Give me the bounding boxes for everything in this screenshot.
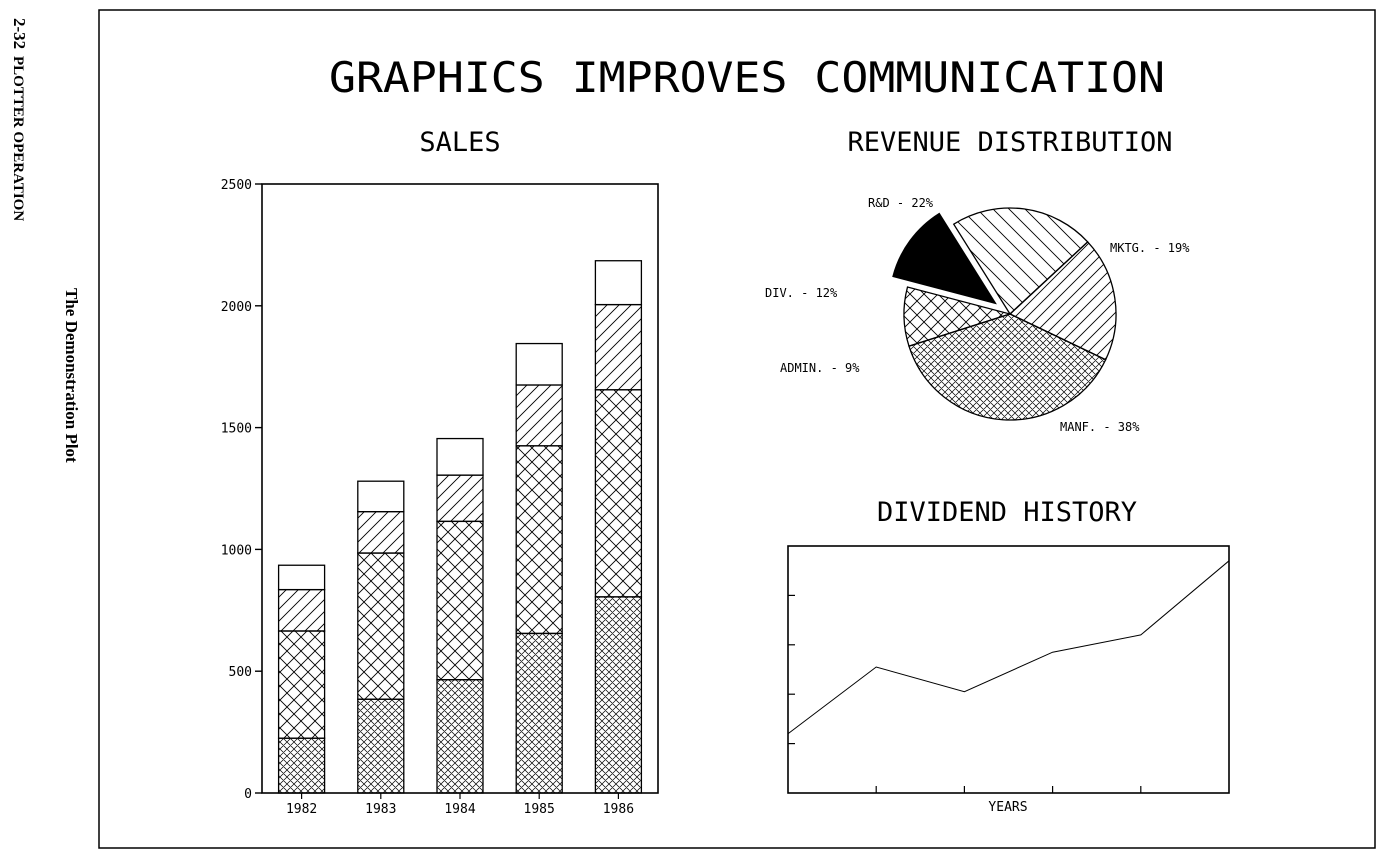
sales-bar-segment	[277, 737, 326, 794]
sales-y-tick-label: 2000	[221, 300, 252, 315]
sales-bar-segment	[515, 342, 563, 386]
sales-bar-segment	[357, 552, 405, 700]
sales-x-tick-label: 1986	[603, 802, 634, 817]
sales-bar-segment	[357, 698, 405, 794]
pie-slice	[903, 286, 1013, 347]
main-title: GRAPHICS IMPROVES COMMUNICATION	[329, 53, 1165, 102]
sales-bar-segment	[357, 510, 405, 554]
sales-x-tick-label: 1985	[524, 802, 555, 817]
sales-bar-segment	[436, 679, 484, 794]
plot-frame	[98, 9, 1376, 849]
dividend-plot-area	[787, 545, 1230, 794]
pie-title: REVENUE DISTRIBUTION	[847, 127, 1172, 158]
sales-x-tick-label: 1982	[286, 802, 317, 817]
revenue-pie-chart: REVENUE DISTRIBUTION MKTG. - 19% MANF. - …	[765, 127, 1190, 434]
sales-y-tick-label: 2500	[221, 178, 252, 193]
pie-slice	[892, 212, 997, 305]
sales-y-tick-label: 0	[244, 787, 252, 802]
pie-slice-label: ADMIN. - 9%	[780, 361, 860, 375]
sales-bar-segment	[515, 384, 563, 447]
sales-title: SALES	[419, 127, 500, 158]
sales-bar-segment	[436, 437, 484, 476]
dividend-line-chart: DIVIDEND HISTORY YEARS	[787, 497, 1230, 815]
pie-slice-label: MANF. - 38%	[1060, 420, 1140, 434]
sales-bar-segment	[515, 445, 563, 635]
sales-bar-segment	[594, 389, 643, 598]
sales-bar-segment	[277, 630, 326, 739]
sales-bar-segment	[594, 260, 643, 306]
sales-y-tick-label: 500	[229, 665, 252, 680]
sales-x-tick-label: 1983	[365, 802, 396, 817]
sales-bar-segment	[436, 474, 484, 523]
sales-bar-segment	[277, 588, 326, 632]
sales-bar-segment	[357, 480, 405, 513]
pie-slice	[952, 207, 1089, 316]
figure-caption: The Demonstration Plot	[62, 288, 81, 463]
dividend-series-line	[787, 560, 1230, 735]
sales-bar-segment	[436, 520, 484, 681]
sales-bar-segment	[594, 303, 643, 391]
dividend-x-axis-label: YEARS	[988, 800, 1027, 815]
pie-slice-label: DIV. - 12%	[765, 286, 838, 300]
section-name: PLOTTER OPERATION	[10, 56, 26, 221]
dividend-title: DIVIDEND HISTORY	[877, 497, 1137, 528]
sales-y-tick-label: 1000	[221, 543, 252, 558]
pie-slice	[908, 313, 1107, 421]
page-reference: 2-32	[10, 18, 29, 49]
sales-bar-chart: SALES 0 500 1000 1500 2000 2500 1982 1983 1984 1…	[221, 127, 659, 817]
pie-slice	[1008, 240, 1117, 361]
pie-slice-label: R&D - 22%	[868, 196, 934, 210]
sales-bar-segment	[515, 632, 563, 794]
pie-slice-label: MKTG. - 19%	[1110, 241, 1190, 255]
sales-y-tick-label: 1500	[221, 422, 252, 437]
sales-x-tick-label: 1984	[444, 802, 475, 817]
sales-bar-segment	[594, 596, 643, 794]
sales-bar-segment	[277, 564, 326, 591]
